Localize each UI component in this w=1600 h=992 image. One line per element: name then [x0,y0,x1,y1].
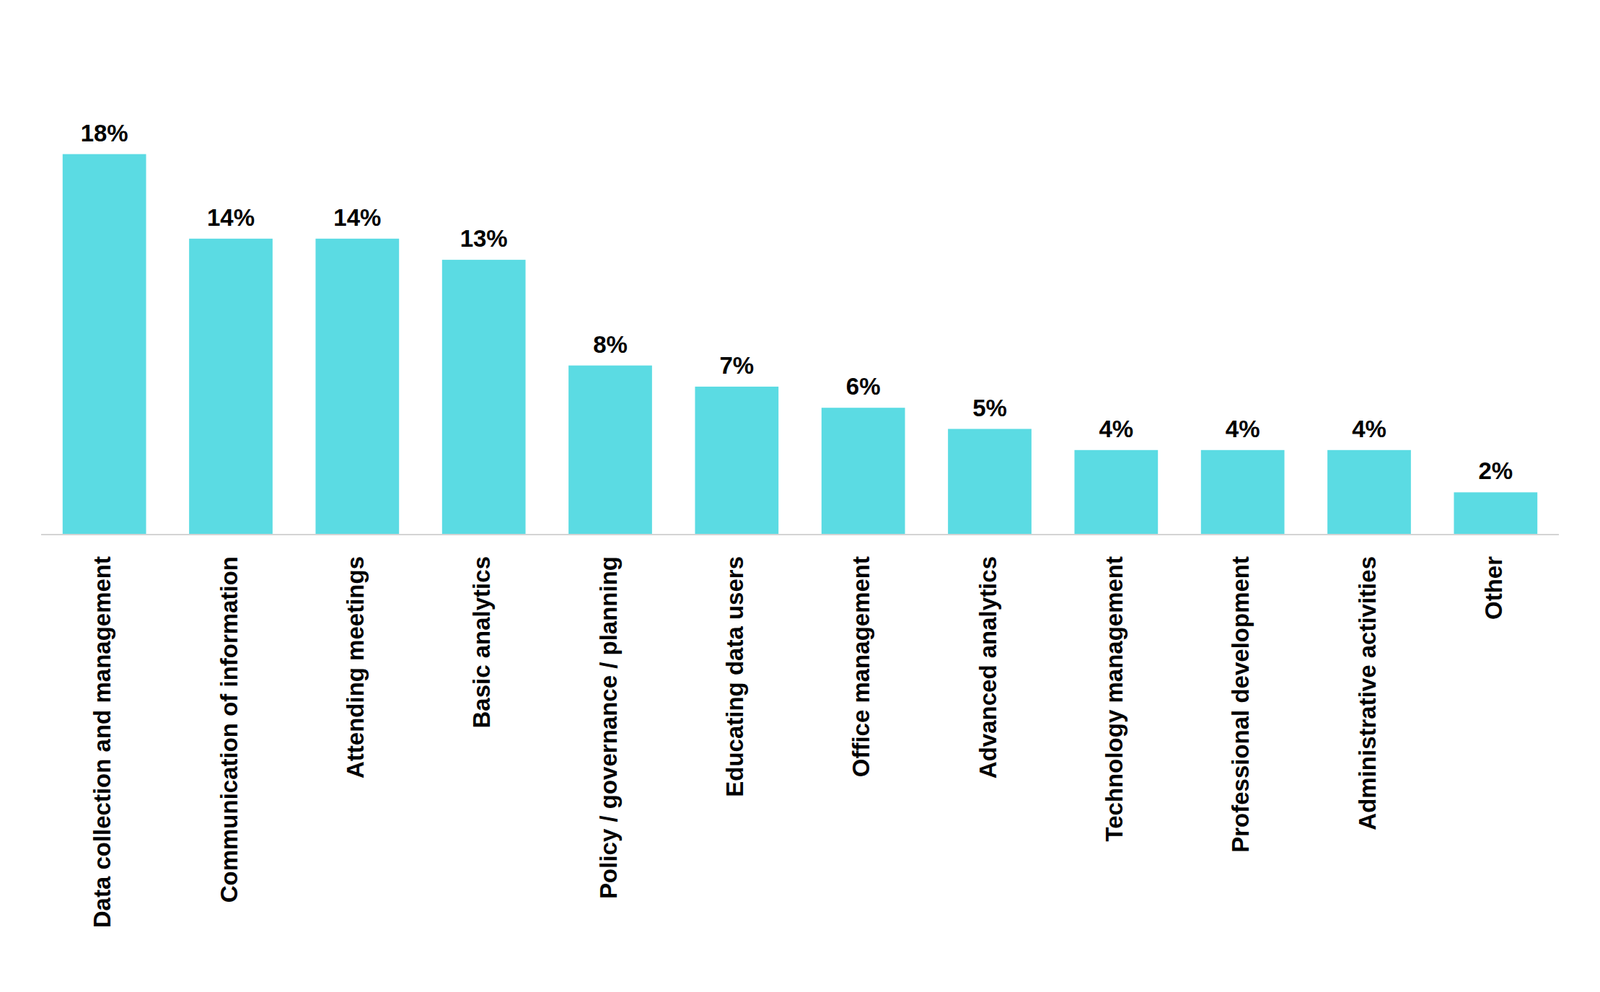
x-tick-label: Professional development [1227,556,1254,853]
bar [821,407,906,535]
bar [315,238,399,535]
x-tick-labels: Data collection and management Communicat… [88,556,1507,928]
x-tick-label: Other [1480,556,1507,620]
data-label: 4% [1098,415,1134,443]
bar [694,386,779,535]
x-tick-label: Office management [847,556,875,777]
bar [442,259,526,535]
data-label: 5% [972,394,1008,422]
data-label: 2% [1478,457,1513,485]
x-axis-line [41,533,1559,536]
x-tick-label: Data collection and management [88,556,116,928]
bars [62,154,1538,535]
x-tick-label: Educating data users [721,556,749,798]
bar [1201,450,1285,535]
data-label: 14% [333,204,381,231]
bar [1453,491,1538,535]
chart-container: 18% 14% 14% 13% 8% 7% 6% 5% 4% 4% 4% 2% Data collect… [0,0,1600,992]
x-tick-label: Basic analytics [468,556,495,728]
data-label: 14% [207,204,255,231]
data-label: 6% [846,372,881,400]
bar [1327,450,1412,535]
data-labels: 18% 14% 14% 13% 8% 7% 6% 5% 4% 4% 4% 2% [80,119,1514,485]
bar [1074,450,1158,535]
x-tick-label: Technology management [1100,556,1128,842]
data-label: 4% [1351,415,1387,443]
data-label: 8% [592,331,628,358]
bar [188,238,273,535]
x-tick-label: Advanced analytics [974,556,1002,779]
bar [62,154,147,535]
x-tick-label: Communication of information [215,556,243,903]
bar [568,365,653,535]
data-label: 13% [460,225,508,252]
x-tick-label: Policy / governance / planning [595,556,622,899]
x-tick-label: Administrative activities [1354,556,1381,831]
data-label: 4% [1225,415,1261,443]
data-label: 18% [80,119,129,147]
x-tick-label: Attending meetings [341,556,369,779]
data-label: 7% [719,352,754,379]
bar [947,429,1032,536]
chart-svg: 18% 14% 14% 13% 8% 7% 6% 5% 4% 4% 4% 2% Data collect… [0,0,1600,992]
